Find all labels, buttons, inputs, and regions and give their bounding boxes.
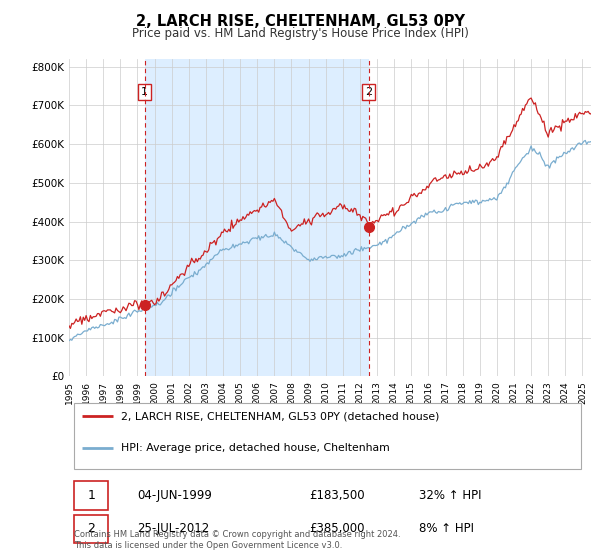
Text: 32% ↑ HPI: 32% ↑ HPI [419,489,481,502]
Text: 2: 2 [88,522,95,535]
Text: Contains HM Land Registry data © Crown copyright and database right 2024.
This d: Contains HM Land Registry data © Crown c… [74,530,401,549]
Text: 2: 2 [365,87,372,97]
Text: HPI: Average price, detached house, Cheltenham: HPI: Average price, detached house, Chel… [121,443,390,453]
Text: 2, LARCH RISE, CHELTENHAM, GL53 0PY: 2, LARCH RISE, CHELTENHAM, GL53 0PY [136,14,464,29]
FancyBboxPatch shape [74,482,108,510]
Text: 04-JUN-1999: 04-JUN-1999 [137,489,212,502]
Text: 8% ↑ HPI: 8% ↑ HPI [419,522,474,535]
FancyBboxPatch shape [74,515,108,543]
Text: £183,500: £183,500 [309,489,365,502]
Text: £385,000: £385,000 [309,522,365,535]
Text: 2, LARCH RISE, CHELTENHAM, GL53 0PY (detached house): 2, LARCH RISE, CHELTENHAM, GL53 0PY (det… [121,411,440,421]
Bar [145,59,368,376]
Text: 1: 1 [141,87,148,97]
Text: 1: 1 [88,489,95,502]
Text: 25-JUL-2012: 25-JUL-2012 [137,522,209,535]
FancyBboxPatch shape [74,404,581,469]
Text: Price paid vs. HM Land Registry's House Price Index (HPI): Price paid vs. HM Land Registry's House … [131,27,469,40]
